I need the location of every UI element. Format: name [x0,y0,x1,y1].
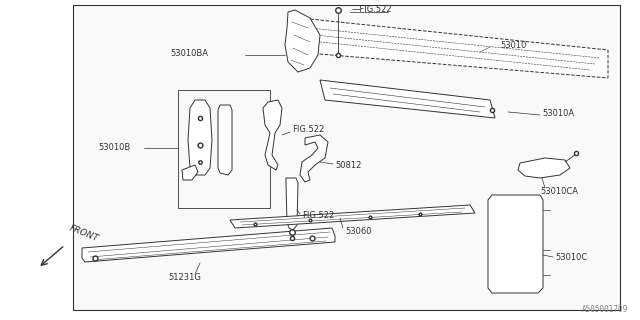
Text: 53010C: 53010C [555,253,588,262]
Bar [178,90,270,208]
Polygon shape [320,80,495,118]
Polygon shape [518,158,570,178]
Polygon shape [488,195,543,293]
Polygon shape [263,100,282,170]
Text: 53010B: 53010B [98,142,131,151]
Bar [73,5,620,310]
Polygon shape [82,228,335,262]
Bar [496,235,534,243]
Text: 53010CA: 53010CA [540,188,578,196]
Text: 53010: 53010 [500,41,526,50]
Bar [496,215,534,223]
Text: FIG.522: FIG.522 [302,211,334,220]
Text: 53060: 53060 [345,228,371,236]
Polygon shape [230,205,475,228]
Polygon shape [188,100,212,175]
Bar [496,282,534,290]
Polygon shape [286,178,298,230]
Polygon shape [300,135,328,182]
Text: 51231G: 51231G [168,274,201,283]
Text: 50812: 50812 [335,161,362,170]
Bar [496,255,534,263]
Polygon shape [182,165,198,180]
Text: FRONT: FRONT [68,223,100,243]
Polygon shape [285,10,320,72]
Text: FIG.522: FIG.522 [292,125,324,134]
Bar [496,270,534,278]
Text: 53010A: 53010A [542,109,574,118]
Polygon shape [218,105,232,175]
Text: A505001709: A505001709 [582,305,628,314]
Polygon shape [295,18,608,78]
Text: 53010BA: 53010BA [170,49,208,58]
Text: —FIG.522: —FIG.522 [352,5,392,14]
